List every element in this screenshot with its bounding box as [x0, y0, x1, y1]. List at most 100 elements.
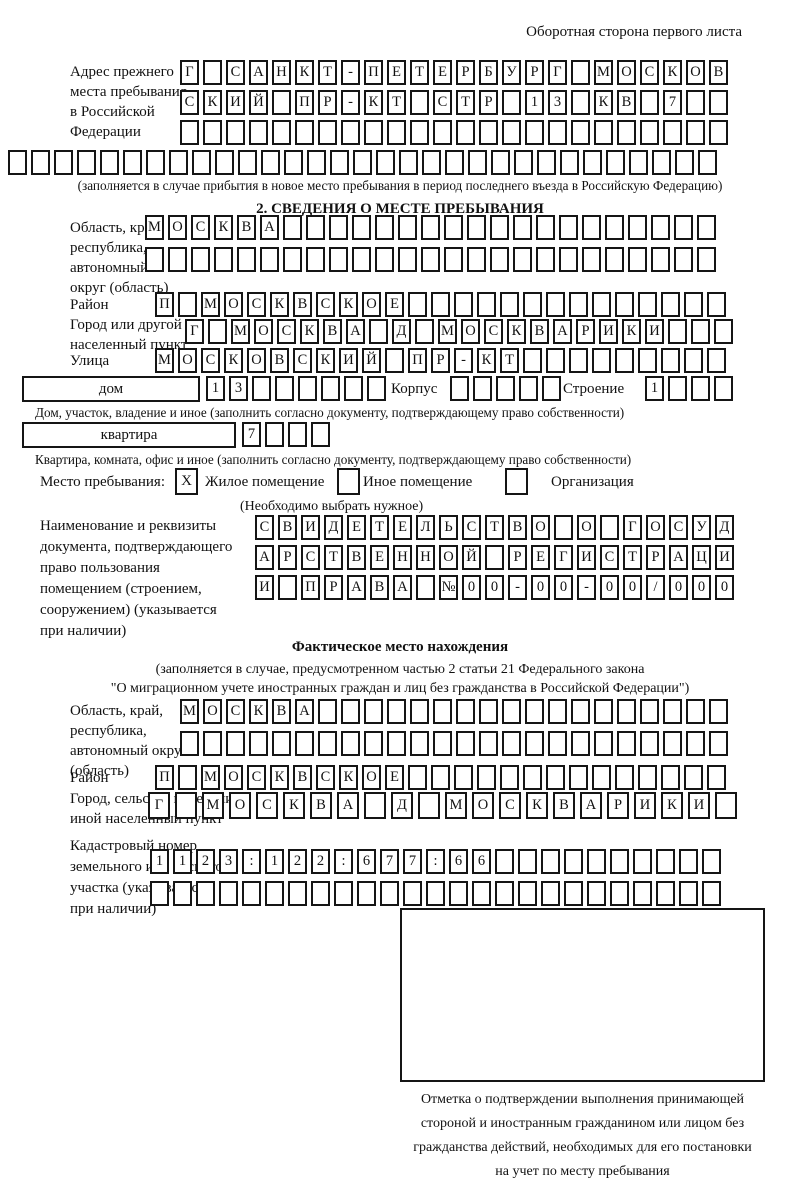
char-cell[interactable] — [513, 215, 532, 240]
char-cell[interactable] — [150, 881, 169, 906]
char-cell[interactable] — [582, 247, 601, 272]
char-cell[interactable] — [663, 731, 682, 756]
char-cell[interactable]: А — [393, 575, 412, 600]
char-cell[interactable] — [283, 247, 302, 272]
char-cell[interactable] — [571, 60, 590, 85]
char-cell[interactable]: 0 — [554, 575, 573, 600]
char-cell[interactable] — [606, 150, 625, 175]
char-cell[interactable]: Р — [607, 792, 629, 819]
char-cell[interactable] — [418, 792, 440, 819]
char-cell[interactable]: О — [254, 319, 273, 344]
char-cell[interactable]: В — [272, 699, 291, 724]
char-cell[interactable] — [594, 699, 613, 724]
char-cell[interactable] — [661, 348, 680, 373]
char-cell[interactable] — [525, 699, 544, 724]
char-cell[interactable] — [640, 90, 659, 115]
char-cell[interactable] — [168, 247, 187, 272]
char-cell[interactable]: О — [224, 292, 243, 317]
char-cell[interactable]: К — [295, 60, 314, 85]
char-cell[interactable]: И — [688, 792, 710, 819]
char-cell[interactable]: Т — [500, 348, 519, 373]
char-cell[interactable]: О — [686, 60, 705, 85]
char-cell[interactable]: К — [507, 319, 526, 344]
char-cell[interactable]: В — [293, 765, 312, 790]
char-cell[interactable] — [208, 319, 227, 344]
char-cell[interactable]: К — [339, 765, 358, 790]
char-cell[interactable] — [594, 120, 613, 145]
char-cell[interactable]: К — [224, 348, 243, 373]
char-cell[interactable] — [571, 90, 590, 115]
char-cell[interactable] — [714, 319, 733, 344]
char-cell[interactable] — [491, 150, 510, 175]
char-cell[interactable]: П — [301, 575, 320, 600]
char-cell[interactable]: П — [295, 90, 314, 115]
char-cell[interactable]: К — [270, 765, 289, 790]
char-cell[interactable]: М — [201, 292, 220, 317]
char-cell[interactable] — [445, 150, 464, 175]
char-cell[interactable]: : — [426, 849, 445, 874]
char-cell[interactable]: Е — [370, 545, 389, 570]
char-cell[interactable]: С — [277, 319, 296, 344]
char-cell[interactable]: - — [508, 575, 527, 600]
char-cell[interactable] — [663, 699, 682, 724]
char-cell[interactable] — [502, 699, 521, 724]
char-cell[interactable] — [364, 699, 383, 724]
char-cell[interactable]: Й — [362, 348, 381, 373]
char-cell[interactable] — [640, 699, 659, 724]
char-cell[interactable] — [449, 881, 468, 906]
checkbox-organizatsiya[interactable] — [505, 468, 528, 495]
char-cell[interactable]: А — [260, 215, 279, 240]
char-cell[interactable] — [674, 247, 693, 272]
char-cell[interactable] — [628, 215, 647, 240]
char-cell[interactable] — [272, 731, 291, 756]
char-cell[interactable] — [311, 881, 330, 906]
char-cell[interactable]: И — [645, 319, 664, 344]
char-cell[interactable] — [633, 849, 652, 874]
char-cell[interactable] — [546, 765, 565, 790]
char-cell[interactable] — [284, 150, 303, 175]
char-cell[interactable]: 0 — [623, 575, 642, 600]
char-cell[interactable] — [123, 150, 142, 175]
char-cell[interactable] — [146, 150, 165, 175]
char-cell[interactable] — [408, 765, 427, 790]
char-cell[interactable]: К — [526, 792, 548, 819]
char-cell[interactable] — [422, 150, 441, 175]
char-cell[interactable] — [456, 120, 475, 145]
char-cell[interactable]: С — [462, 515, 481, 540]
char-cell[interactable] — [583, 150, 602, 175]
char-cell[interactable]: К — [477, 348, 496, 373]
char-cell[interactable] — [490, 247, 509, 272]
char-cell[interactable] — [364, 792, 386, 819]
char-cell[interactable] — [410, 731, 429, 756]
char-cell[interactable]: С — [247, 292, 266, 317]
char-cell[interactable]: М — [231, 319, 250, 344]
char-cell[interactable] — [709, 90, 728, 115]
char-cell[interactable]: Г — [554, 545, 573, 570]
char-cell[interactable] — [353, 150, 372, 175]
char-cell[interactable] — [564, 881, 583, 906]
char-cell[interactable] — [278, 575, 297, 600]
char-cell[interactable]: К — [316, 348, 335, 373]
char-cell[interactable] — [525, 731, 544, 756]
char-cell[interactable]: О — [247, 348, 266, 373]
char-cell[interactable] — [321, 376, 340, 401]
char-cell[interactable]: К — [661, 792, 683, 819]
apartment-box[interactable]: квартира — [22, 422, 236, 448]
char-cell[interactable]: О — [577, 515, 596, 540]
char-cell[interactable] — [31, 150, 50, 175]
char-cell[interactable] — [536, 247, 555, 272]
char-cell[interactable]: С — [180, 90, 199, 115]
char-cell[interactable] — [364, 120, 383, 145]
char-cell[interactable] — [600, 515, 619, 540]
char-cell[interactable] — [686, 699, 705, 724]
char-cell[interactable] — [500, 292, 519, 317]
char-cell[interactable]: 1 — [645, 376, 664, 401]
char-cell[interactable]: К — [270, 292, 289, 317]
char-cell[interactable] — [318, 120, 337, 145]
char-cell[interactable]: М — [594, 60, 613, 85]
char-cell[interactable] — [548, 120, 567, 145]
char-cell[interactable] — [656, 881, 675, 906]
char-cell[interactable] — [275, 376, 294, 401]
char-cell[interactable] — [587, 881, 606, 906]
char-cell[interactable] — [605, 247, 624, 272]
